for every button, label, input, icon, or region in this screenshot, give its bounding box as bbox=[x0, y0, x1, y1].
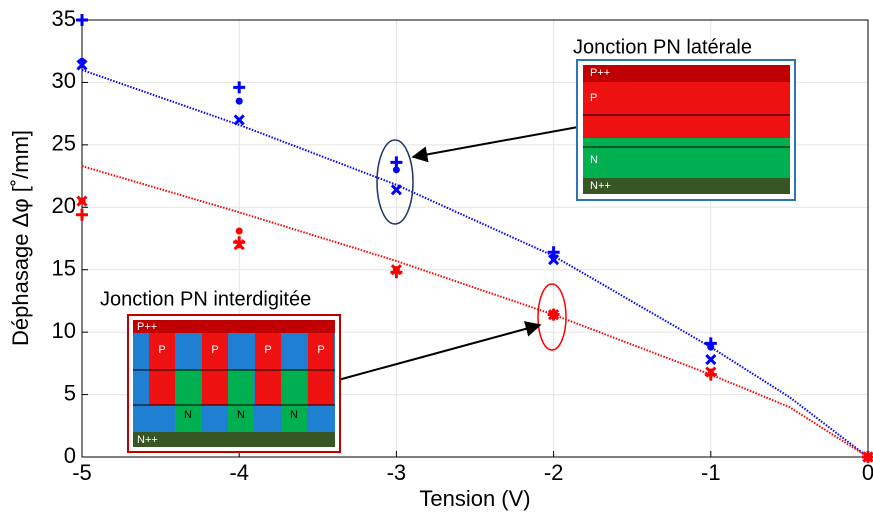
n-finger bbox=[281, 370, 307, 432]
point bbox=[548, 309, 560, 321]
p-finger bbox=[255, 333, 281, 405]
highlight-ellipse bbox=[376, 139, 414, 225]
layer-label: P bbox=[590, 92, 597, 104]
p-finger bbox=[202, 333, 228, 405]
y-tick-label: 15 bbox=[52, 256, 76, 281]
layer-label: P bbox=[264, 344, 271, 356]
inset-title: Jonction PN interdigitée bbox=[100, 288, 311, 310]
layer-label: N bbox=[290, 409, 298, 421]
arrow bbox=[411, 126, 579, 163]
x-tick-label: 0 bbox=[862, 460, 873, 485]
layer bbox=[133, 320, 335, 333]
point bbox=[233, 81, 246, 94]
point bbox=[76, 59, 88, 71]
x-tick-label: -4 bbox=[229, 460, 249, 485]
y-tick-label: 5 bbox=[64, 380, 76, 405]
layer-label: P++ bbox=[590, 67, 610, 79]
inset-title: Jonction PN latérale bbox=[573, 36, 752, 58]
point bbox=[707, 343, 715, 351]
y-tick-label: 30 bbox=[52, 68, 76, 93]
point bbox=[235, 227, 243, 235]
x-axis-label: Tension (V) bbox=[419, 486, 530, 511]
layer bbox=[583, 65, 790, 82]
layer-label: N++ bbox=[137, 434, 158, 446]
point bbox=[705, 366, 717, 378]
point bbox=[76, 208, 88, 221]
layer bbox=[583, 82, 790, 138]
plot-frame bbox=[81, 19, 869, 458]
layer-label: N bbox=[184, 409, 192, 421]
layer bbox=[583, 138, 790, 178]
point bbox=[76, 195, 88, 207]
layer-label: N bbox=[590, 154, 598, 166]
layer-label: P bbox=[317, 344, 324, 356]
arrow bbox=[337, 321, 542, 381]
y-axis-label: Déphasage Δφ [˚/mm] bbox=[8, 130, 33, 346]
point bbox=[76, 14, 88, 26]
n-finger bbox=[228, 370, 254, 432]
p-finger bbox=[308, 333, 334, 405]
y-tick-label: 20 bbox=[52, 193, 76, 218]
x-tick-label: -2 bbox=[544, 460, 564, 485]
layer bbox=[133, 432, 335, 447]
point bbox=[390, 184, 402, 196]
point bbox=[233, 239, 245, 251]
layer-label: P bbox=[158, 344, 165, 356]
point bbox=[705, 354, 717, 366]
fit-line bbox=[81, 68, 869, 458]
point bbox=[390, 264, 402, 276]
layer bbox=[583, 178, 790, 194]
layer-label: N++ bbox=[590, 180, 611, 192]
point bbox=[235, 97, 243, 105]
y-tick-label: 0 bbox=[64, 443, 76, 468]
layer-label: P++ bbox=[137, 321, 157, 333]
x-tick-label: -5 bbox=[72, 460, 92, 485]
p-finger bbox=[149, 333, 175, 405]
y-tick-label: 35 bbox=[52, 6, 76, 31]
point bbox=[392, 166, 400, 174]
layer-label: P bbox=[211, 344, 218, 356]
y-tick-label: 25 bbox=[52, 131, 76, 156]
fit-line bbox=[81, 165, 869, 458]
x-tick-label: -3 bbox=[387, 460, 407, 485]
x-tick-label: -1 bbox=[701, 460, 721, 485]
y-tick-label: 10 bbox=[52, 318, 76, 343]
highlight-ellipse bbox=[537, 283, 567, 351]
layer-label: N bbox=[237, 409, 245, 421]
n-finger bbox=[175, 370, 201, 432]
